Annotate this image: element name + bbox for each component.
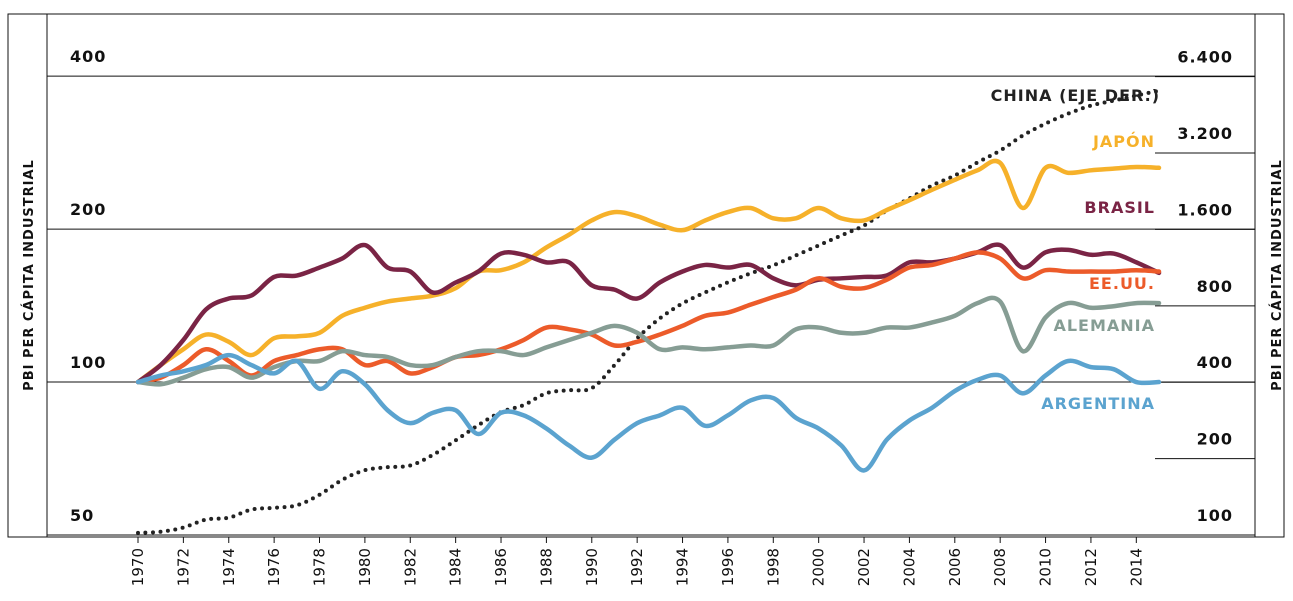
series-label: BRASIL bbox=[1084, 198, 1155, 217]
x-tick-label: 2000 bbox=[810, 548, 828, 586]
x-tick-label: 1988 bbox=[537, 548, 555, 586]
y2-tick-label: 800 bbox=[1197, 277, 1233, 296]
y2-tick-label: 200 bbox=[1197, 430, 1233, 449]
y-tick-label: 100 bbox=[70, 353, 106, 372]
x-tick-label: 1974 bbox=[220, 548, 238, 586]
x-tick-label: 2010 bbox=[1037, 548, 1055, 586]
x-tick-label: 1992 bbox=[628, 548, 646, 586]
x-tick-label: 1980 bbox=[356, 548, 374, 586]
y2-tick-label: 3.200 bbox=[1177, 124, 1233, 143]
y-tick-label: 200 bbox=[70, 200, 106, 219]
y2-tick-label: 1.600 bbox=[1177, 200, 1233, 219]
x-tick-label: 2014 bbox=[1127, 548, 1145, 586]
series-line bbox=[135, 295, 1162, 387]
y2-tick-label: 400 bbox=[1197, 353, 1233, 372]
x-tick-label: 2012 bbox=[1082, 548, 1100, 586]
series-label: EE.UU. bbox=[1089, 274, 1155, 293]
x-tick-label: 1990 bbox=[583, 548, 601, 586]
series-label: ARGENTINA bbox=[1041, 394, 1155, 413]
series-line bbox=[135, 242, 1162, 385]
x-tick-label: 1978 bbox=[311, 548, 329, 586]
y-axis-title: PBI PER CÁPITA INDUSTRIAL bbox=[21, 159, 37, 391]
x-tick-label: 2008 bbox=[991, 548, 1009, 586]
y2-tick-label: 100 bbox=[1197, 506, 1233, 525]
x-tick-label: 2006 bbox=[946, 548, 964, 586]
x-tick-label: 1976 bbox=[265, 548, 283, 586]
x-tick-label: 1984 bbox=[447, 548, 465, 586]
y2-axis-title: PBI PER CÁPITA INDUSTRIAL bbox=[1269, 159, 1285, 391]
x-tick-label: 1972 bbox=[174, 548, 192, 586]
x-tick-label: 1994 bbox=[674, 548, 692, 586]
y2-tick-label: 6.400 bbox=[1177, 48, 1233, 67]
x-tick-label: 1996 bbox=[719, 548, 737, 586]
series-line bbox=[136, 88, 1161, 535]
x-tick-label: 1986 bbox=[492, 548, 510, 586]
x-tick-label: 1970 bbox=[129, 548, 147, 586]
x-tick-label: 1998 bbox=[764, 548, 782, 586]
series-line bbox=[135, 352, 1162, 473]
y-tick-label: 50 bbox=[70, 506, 94, 525]
x-tick-label: 2004 bbox=[900, 548, 918, 586]
series-line bbox=[135, 250, 1162, 385]
x-tick-label: 2002 bbox=[855, 548, 873, 586]
series-line bbox=[135, 158, 1162, 385]
series-label: ALEMANIA bbox=[1053, 316, 1155, 335]
y-tick-label: 400 bbox=[70, 47, 106, 66]
series-label: JAPÓN bbox=[1092, 132, 1155, 151]
frame bbox=[7, 13, 1285, 538]
x-tick-label: 1982 bbox=[401, 548, 419, 586]
series-label: CHINA (EJE DER.) bbox=[991, 86, 1160, 105]
